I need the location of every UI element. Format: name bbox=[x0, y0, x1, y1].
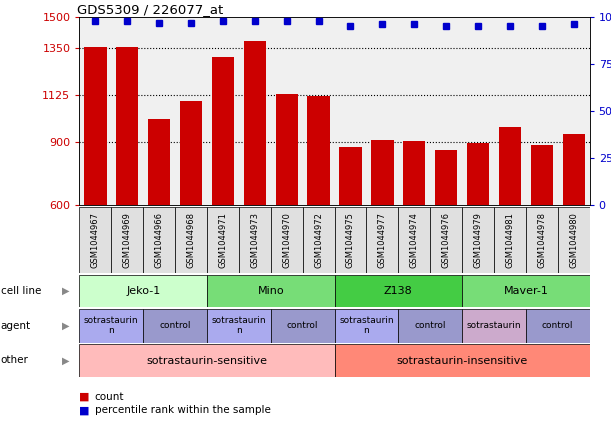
Text: sotrastaurin
n: sotrastaurin n bbox=[339, 316, 393, 335]
Text: GSM1044980: GSM1044980 bbox=[569, 212, 578, 268]
Bar bbox=[563, 134, 585, 205]
Text: Mino: Mino bbox=[257, 286, 284, 296]
Bar bbox=[143, 207, 175, 273]
Bar bbox=[271, 207, 302, 273]
Bar bbox=[307, 96, 330, 205]
Bar bbox=[494, 207, 526, 273]
Text: GSM1044968: GSM1044968 bbox=[186, 212, 196, 268]
Text: GSM1044971: GSM1044971 bbox=[218, 212, 227, 268]
Bar bbox=[84, 47, 106, 205]
Text: GSM1044981: GSM1044981 bbox=[505, 212, 514, 268]
Text: cell line: cell line bbox=[1, 286, 41, 296]
Bar bbox=[175, 207, 207, 273]
Text: Jeko-1: Jeko-1 bbox=[126, 286, 160, 296]
Bar bbox=[430, 207, 462, 273]
Bar bbox=[143, 309, 207, 343]
Bar bbox=[148, 119, 170, 205]
Text: percentile rank within the sample: percentile rank within the sample bbox=[95, 405, 271, 415]
Bar bbox=[116, 47, 139, 205]
Text: control: control bbox=[414, 321, 446, 330]
Bar bbox=[244, 41, 266, 205]
Bar bbox=[467, 143, 489, 205]
Bar bbox=[111, 207, 143, 273]
Bar bbox=[79, 207, 111, 273]
Bar bbox=[435, 150, 457, 205]
Bar bbox=[302, 207, 335, 273]
Text: control: control bbox=[287, 321, 318, 330]
Text: ▶: ▶ bbox=[62, 286, 70, 296]
Bar bbox=[499, 127, 521, 205]
Bar bbox=[462, 275, 590, 307]
Text: Maver-1: Maver-1 bbox=[503, 286, 548, 296]
Bar bbox=[207, 275, 335, 307]
Text: GSM1044969: GSM1044969 bbox=[123, 212, 132, 268]
Bar bbox=[276, 94, 298, 205]
Text: ■: ■ bbox=[79, 392, 90, 402]
Text: sotrastaurin
n: sotrastaurin n bbox=[211, 316, 266, 335]
Bar bbox=[212, 57, 234, 205]
Bar bbox=[398, 309, 462, 343]
Bar bbox=[79, 309, 143, 343]
Text: GSM1044973: GSM1044973 bbox=[251, 212, 259, 268]
Bar bbox=[239, 207, 271, 273]
Text: Z138: Z138 bbox=[384, 286, 412, 296]
Bar bbox=[335, 207, 367, 273]
Text: GSM1044967: GSM1044967 bbox=[91, 212, 100, 268]
Bar bbox=[207, 309, 271, 343]
Bar bbox=[335, 275, 462, 307]
Bar bbox=[367, 207, 398, 273]
Bar bbox=[335, 309, 398, 343]
Text: GSM1044979: GSM1044979 bbox=[474, 212, 483, 268]
Text: sotrastaurin-sensitive: sotrastaurin-sensitive bbox=[147, 356, 268, 366]
Bar bbox=[403, 141, 425, 205]
Text: control: control bbox=[159, 321, 191, 330]
Bar bbox=[79, 275, 207, 307]
Bar bbox=[558, 207, 590, 273]
Bar bbox=[335, 344, 590, 377]
Text: ▶: ▶ bbox=[62, 355, 70, 365]
Bar bbox=[398, 207, 430, 273]
Text: sotrastaurin: sotrastaurin bbox=[467, 321, 521, 330]
Text: ▶: ▶ bbox=[62, 321, 70, 331]
Bar bbox=[526, 309, 590, 343]
Text: GSM1044972: GSM1044972 bbox=[314, 212, 323, 268]
Text: GSM1044976: GSM1044976 bbox=[442, 212, 451, 268]
Bar bbox=[339, 147, 362, 205]
Text: other: other bbox=[1, 355, 29, 365]
Text: agent: agent bbox=[1, 321, 31, 331]
Text: GSM1044974: GSM1044974 bbox=[410, 212, 419, 268]
Text: GSM1044977: GSM1044977 bbox=[378, 212, 387, 268]
Text: count: count bbox=[95, 392, 124, 402]
Bar bbox=[180, 101, 202, 205]
Bar bbox=[207, 207, 239, 273]
Bar bbox=[462, 207, 494, 273]
Text: sotrastaurin
n: sotrastaurin n bbox=[84, 316, 139, 335]
Bar bbox=[526, 207, 558, 273]
Text: GDS5309 / 226077_at: GDS5309 / 226077_at bbox=[77, 3, 223, 16]
Bar bbox=[462, 309, 526, 343]
Bar bbox=[530, 145, 553, 205]
Text: sotrastaurin-insensitive: sotrastaurin-insensitive bbox=[397, 356, 528, 366]
Text: GSM1044975: GSM1044975 bbox=[346, 212, 355, 268]
Text: ■: ■ bbox=[79, 405, 90, 415]
Text: GSM1044978: GSM1044978 bbox=[537, 212, 546, 268]
Text: GSM1044970: GSM1044970 bbox=[282, 212, 291, 268]
Bar bbox=[271, 309, 335, 343]
Text: GSM1044966: GSM1044966 bbox=[155, 212, 164, 268]
Text: control: control bbox=[542, 321, 574, 330]
Bar bbox=[79, 344, 335, 377]
Bar bbox=[371, 140, 393, 205]
